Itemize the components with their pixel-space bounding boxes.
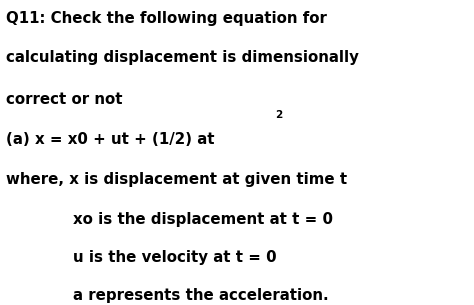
Text: Q11: Check the following equation for: Q11: Check the following equation for xyxy=(6,11,327,26)
Text: u is the velocity at t = 0: u is the velocity at t = 0 xyxy=(73,250,277,265)
Text: (a) x = x0 + ut + (1/2) at: (a) x = x0 + ut + (1/2) at xyxy=(6,132,215,147)
Text: calculating displacement is dimensionally: calculating displacement is dimensionall… xyxy=(6,50,359,65)
Text: where, x is displacement at given time t: where, x is displacement at given time t xyxy=(6,172,347,187)
Text: correct or not: correct or not xyxy=(6,92,123,106)
Text: a represents the acceleration.: a represents the acceleration. xyxy=(73,288,329,303)
Text: xo is the displacement at t = 0: xo is the displacement at t = 0 xyxy=(73,212,334,227)
Text: 2: 2 xyxy=(275,110,283,120)
